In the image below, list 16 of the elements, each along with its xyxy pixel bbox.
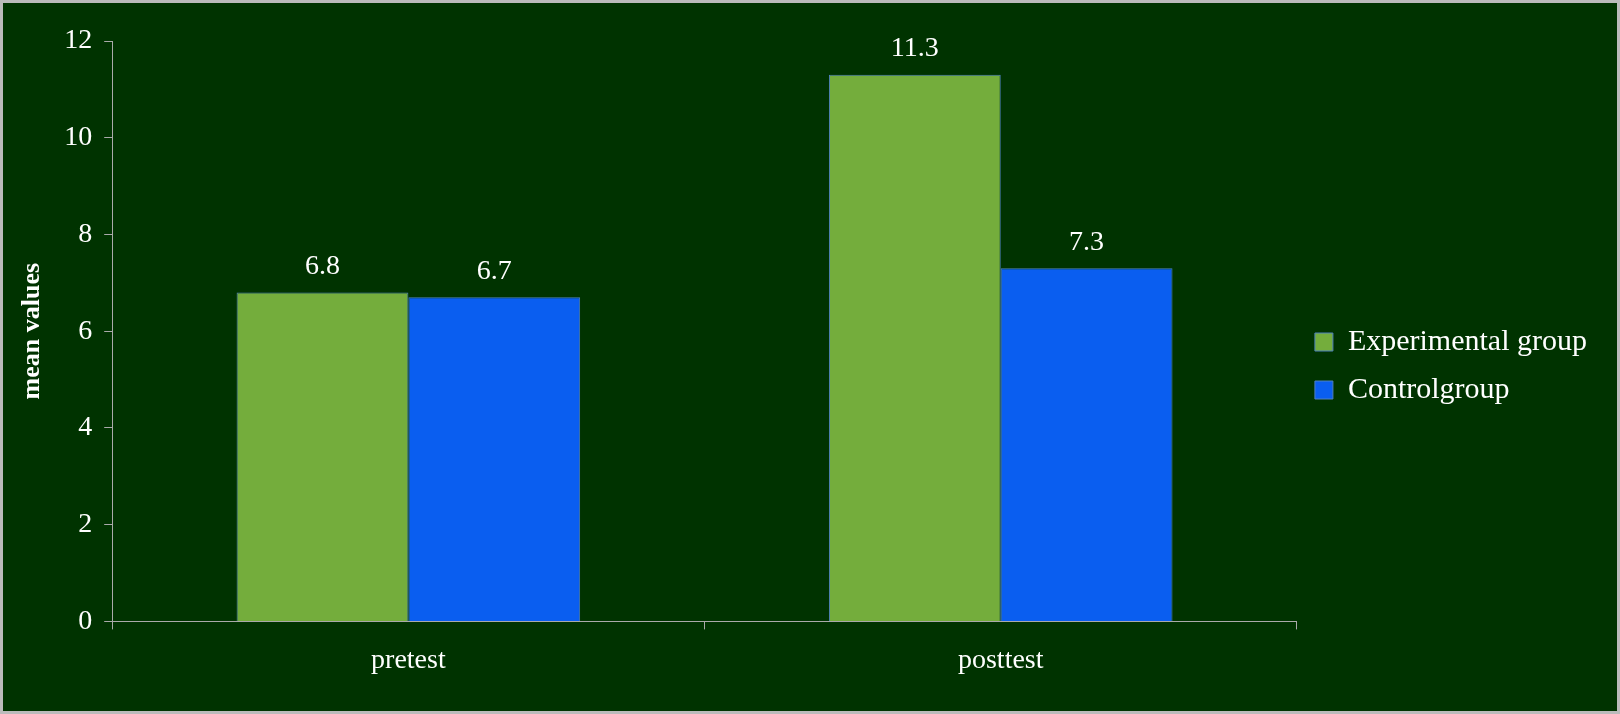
y-tick-label: 2 [78, 507, 93, 539]
y-tick-label: 12 [64, 23, 93, 55]
legend-label: Controlgroup [1347, 370, 1510, 404]
data-label: 6.7 [476, 253, 512, 285]
x-tick-label: pretest [371, 642, 446, 674]
y-tick-label: 6 [78, 313, 93, 345]
data-label: 6.8 [304, 248, 340, 280]
y-tick-label: 4 [78, 410, 93, 442]
data-label: 11.3 [890, 31, 939, 63]
y-tick-label: 10 [64, 120, 93, 152]
y-tick-label: 0 [78, 603, 93, 635]
data-label: 7.3 [1069, 224, 1105, 256]
x-tick-label: posttest [957, 642, 1044, 674]
y-tick-label: 8 [78, 216, 93, 248]
y-axis-title: mean values [16, 262, 46, 400]
legend-label: Experimental group [1347, 322, 1587, 356]
